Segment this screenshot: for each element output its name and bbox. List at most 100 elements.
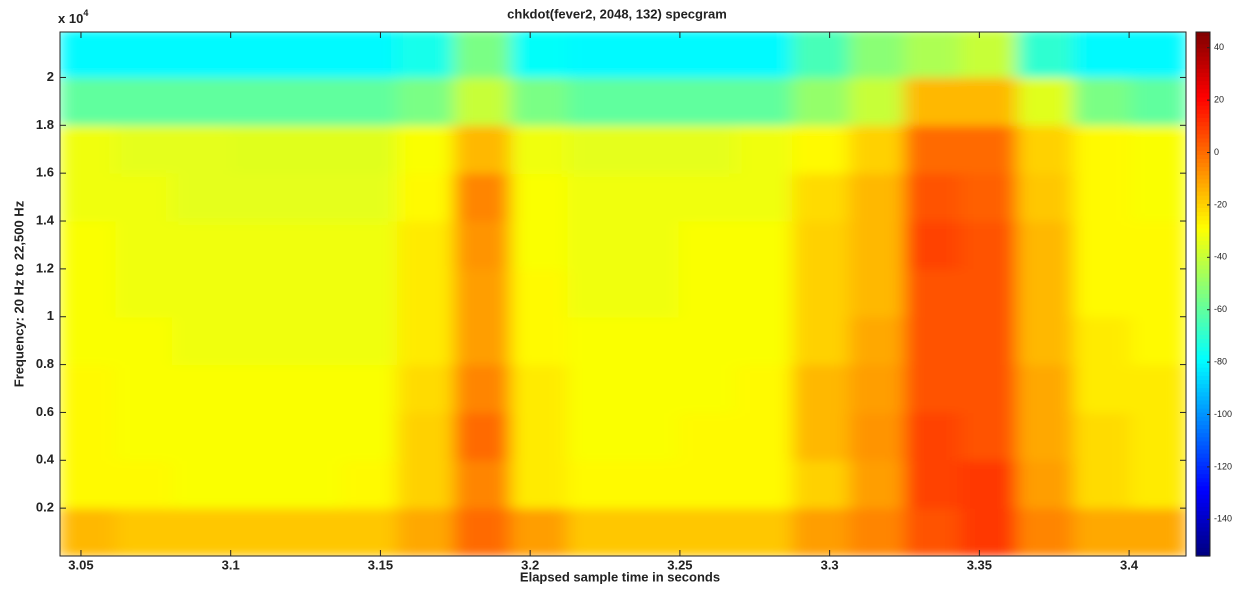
heatmap-cell	[849, 412, 905, 461]
x-tick-label: 3.2	[521, 557, 539, 572]
colorbar-swatch	[1196, 150, 1210, 156]
heatmap-cell	[60, 173, 116, 222]
colorbar-swatch	[1196, 318, 1210, 324]
heatmap-cell	[959, 460, 1018, 509]
heatmap-cell	[172, 77, 230, 126]
heatmap-cell	[678, 77, 736, 126]
colorbar-swatch	[1196, 109, 1210, 115]
heatmap-cell	[510, 77, 569, 126]
colorbar-swatch	[1196, 396, 1210, 402]
heatmap-cell	[567, 364, 624, 413]
x-tick-label: 3.4	[1120, 557, 1139, 572]
heatmap-cell	[396, 460, 455, 509]
colorbar-swatch	[1196, 179, 1210, 185]
heatmap-cell	[60, 364, 116, 413]
colorbar-swatch	[1196, 277, 1210, 283]
heatmap-cell	[115, 364, 173, 413]
heatmap-cell	[341, 221, 398, 270]
heatmap-cell	[396, 221, 455, 270]
heatmap-cell	[1073, 173, 1132, 222]
heatmap-cell	[510, 173, 569, 222]
heatmap-cell	[623, 221, 679, 270]
heatmap-cell	[229, 412, 287, 461]
colorbar-swatch	[1196, 167, 1210, 172]
y-tick-label: 1.4	[36, 212, 55, 227]
heatmap-cell	[60, 125, 116, 174]
heatmap-cell	[567, 32, 624, 78]
heatmap-cell	[1130, 364, 1186, 413]
heatmap-cell	[904, 173, 961, 222]
colorbar-swatch	[1196, 117, 1210, 123]
heatmap-cell	[341, 460, 398, 509]
y-tick-label: 2	[47, 69, 54, 84]
colorbar-swatch	[1196, 232, 1210, 238]
colorbar-swatch	[1196, 392, 1210, 397]
heatmap-cell	[453, 221, 512, 270]
heatmap-cell	[735, 268, 793, 318]
heatmap-cell	[735, 221, 793, 270]
heatmap-cell	[567, 77, 624, 126]
colorbar-swatch	[1196, 306, 1210, 311]
heatmap	[60, 32, 1186, 556]
heatmap-cell	[959, 412, 1018, 461]
heatmap-cell	[229, 364, 287, 413]
colorbar-swatch	[1196, 420, 1210, 426]
heatmap-cell	[229, 32, 287, 78]
colorbar-swatch	[1196, 408, 1210, 414]
colorbar-tick-label: -40	[1214, 252, 1227, 262]
heatmap-cell	[678, 412, 736, 461]
heatmap-cell	[904, 316, 961, 366]
heatmap-cell	[510, 32, 569, 78]
heatmap-cell	[396, 364, 455, 413]
colorbar-swatch	[1196, 228, 1210, 234]
heatmap-cell	[396, 125, 455, 174]
heatmap-cell	[286, 508, 342, 556]
colorbar-swatch	[1196, 122, 1210, 127]
colorbar-swatch	[1196, 220, 1210, 226]
colorbar-swatch	[1196, 105, 1210, 111]
colorbar-swatch	[1196, 269, 1210, 275]
heatmap-cell	[510, 268, 569, 318]
heatmap-cell	[510, 508, 569, 556]
heatmap-cell	[1130, 173, 1186, 222]
heatmap-cell	[959, 173, 1018, 222]
heatmap-cell	[678, 268, 736, 318]
colorbar-swatch	[1196, 334, 1210, 340]
heatmap-cell	[735, 77, 793, 126]
heatmap-cell	[959, 508, 1018, 556]
heatmap-cell	[735, 508, 793, 556]
heatmap-cell	[115, 508, 173, 556]
colorbar-swatch	[1196, 441, 1210, 447]
colorbar-swatch	[1196, 134, 1210, 140]
colorbar-swatch	[1196, 142, 1210, 148]
colorbar-swatch	[1196, 330, 1210, 336]
colorbar-swatch	[1196, 461, 1210, 467]
heatmap-cell	[60, 316, 116, 366]
colorbar-swatch	[1196, 412, 1210, 418]
heatmap-cell	[1073, 508, 1132, 556]
heatmap-cell	[115, 77, 173, 126]
heatmap-cell	[1016, 32, 1075, 78]
heatmap-cell	[229, 268, 287, 318]
heatmap-cell	[735, 316, 793, 366]
colorbar	[1196, 32, 1210, 557]
heatmap-cell	[396, 173, 455, 222]
heatmap-cell	[792, 32, 850, 78]
colorbar-swatch	[1196, 171, 1210, 176]
colorbar-tick-label: 20	[1214, 94, 1224, 104]
heatmap-cell	[1130, 268, 1186, 318]
heatmap-cell	[567, 125, 624, 174]
heatmap-cell	[453, 268, 512, 318]
heatmap-cell	[510, 364, 569, 413]
heatmap-cell	[341, 412, 398, 461]
heatmap-cell	[849, 460, 905, 509]
heatmap-cell	[792, 268, 850, 318]
y-multiplier: x 104	[58, 8, 88, 26]
heatmap-cell	[849, 364, 905, 413]
heatmap-cell	[453, 316, 512, 366]
heatmap-cell	[959, 125, 1018, 174]
colorbar-swatch	[1196, 474, 1210, 479]
y-multiplier-base: x 10	[58, 11, 83, 26]
heatmap-cell	[567, 508, 624, 556]
